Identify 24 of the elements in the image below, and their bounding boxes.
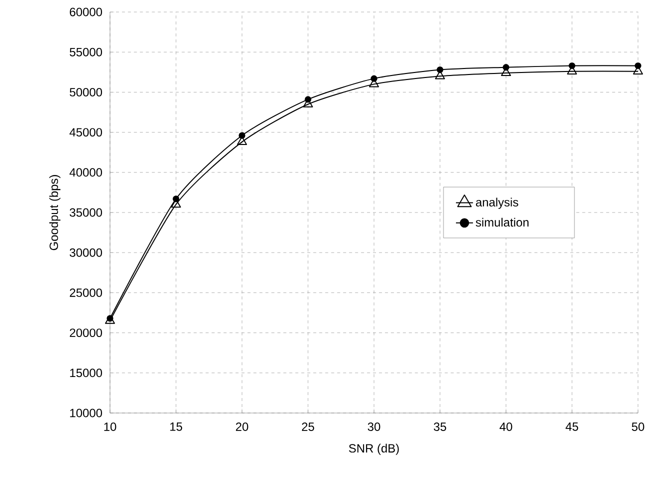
x-tick-label: 45: [566, 422, 578, 431]
x-tick-label: 40: [500, 422, 512, 431]
x-tick-label: 50: [632, 422, 644, 431]
x-tick-label: 35: [434, 422, 446, 431]
x-tick-label: 20: [236, 422, 248, 431]
y-tick-label: 30000: [70, 248, 102, 257]
y-tick-label: 10000: [70, 408, 102, 418]
y-tick-label: 55000: [70, 48, 102, 56]
x-tick-label: 10: [104, 422, 116, 431]
y-tick-label: 45000: [70, 128, 102, 137]
legend-label: simulation: [476, 218, 528, 227]
x-tick-label: 25: [302, 422, 314, 431]
y-tick-label: 35000: [70, 208, 102, 217]
y-tick-label: 25000: [70, 288, 102, 297]
y-tick-label: 50000: [70, 88, 102, 96]
x-axis-title: SNR (dB): [348, 444, 399, 455]
x-tick-label: 15: [170, 422, 182, 431]
y-tick-label: 15000: [70, 368, 102, 378]
y-tick-label: 60000: [70, 8, 102, 16]
legend-label: analysis: [476, 198, 518, 209]
y-tick-label: 40000: [70, 168, 102, 177]
y-axis-title: Goodput (bps): [49, 175, 60, 250]
x-tick-label: 30: [368, 422, 380, 431]
y-tick-label: 20000: [70, 328, 102, 338]
